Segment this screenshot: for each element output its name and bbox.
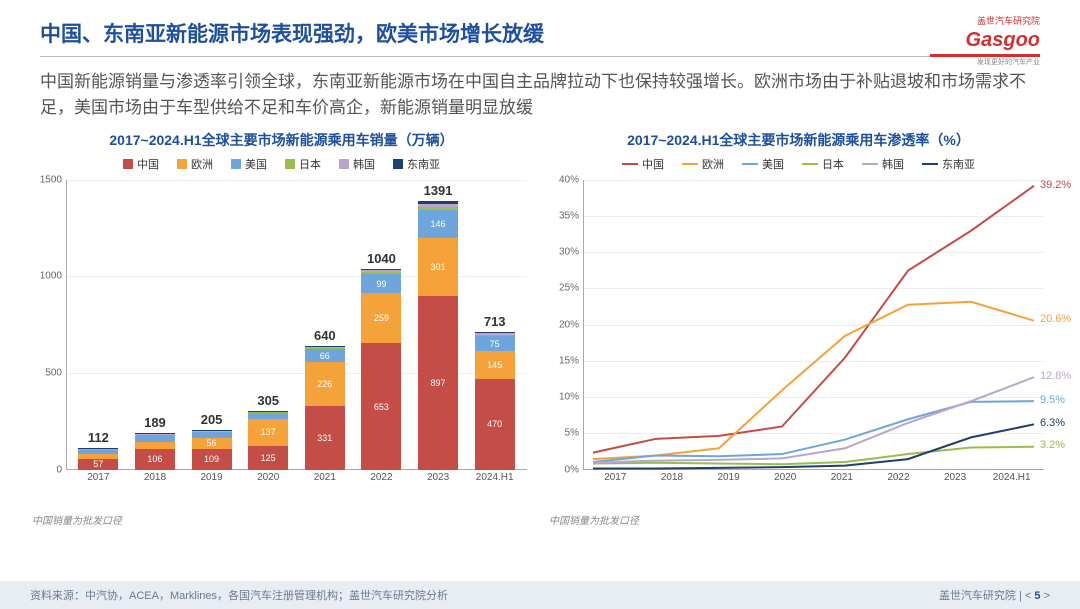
line-cn	[593, 185, 1034, 452]
footer-page: 盖世汽车研究院 | < 5 >	[939, 587, 1050, 603]
header: 盖世汽车研究院 Gasgoo 发现更好的汽车产业 中国、东南亚新能源市场表现强劲…	[0, 0, 1080, 57]
line-chart-title: 2017~2024.H1全球主要市场新能源乘用车渗透率（%）	[545, 130, 1052, 150]
end-label-sea: 6.3%	[1040, 417, 1065, 429]
logo: 盖世汽车研究院 Gasgoo 发现更好的汽车产业	[930, 14, 1040, 67]
legend-item-kr: 韩国	[862, 156, 904, 172]
subtitle: 中国新能源销量与渗透率引领全球，东南亚新能源市场在中国自主品牌拉动下也保持较强增…	[0, 57, 1080, 126]
bar-2019: 10956205	[192, 430, 232, 470]
legend-item-cn: 中国	[123, 156, 159, 172]
logo-cn: 盖世汽车研究院	[977, 14, 1040, 27]
bar-2018: 106189	[135, 433, 175, 470]
legend-item-us: 美国	[231, 156, 267, 172]
end-label-us: 9.5%	[1040, 394, 1065, 406]
bar-chart-legend: 中国 欧洲 美国 日本 韩国 东南亚	[28, 156, 535, 172]
legend-item-jp: 日本	[285, 156, 321, 172]
bar-2017: 57112	[78, 448, 118, 470]
bar-2024.H1: 47014575713	[475, 332, 515, 470]
legend-item-cn: 中国	[622, 156, 664, 172]
legend-item-jp: 日本	[802, 156, 844, 172]
legend-item-eu: 欧洲	[177, 156, 213, 172]
legend-item-kr: 韩国	[339, 156, 375, 172]
logo-text: Gasgoo	[966, 29, 1040, 52]
bar-x-labels: 20172018201920202021202220232024.H1	[66, 472, 527, 483]
legend-item-sea: 东南亚	[393, 156, 440, 172]
line-x-labels: 20172018201920202021202220232024.H1	[583, 472, 1044, 483]
bar-2020: 125137305	[248, 411, 288, 470]
line-kr	[593, 377, 1034, 463]
line-chart: 2017~2024.H1全球主要市场新能源乘用车渗透率（%） 中国 欧洲 美国 日本 韩…	[545, 130, 1052, 527]
line-chart-legend: 中国 欧洲 美国 日本 韩国 东南亚	[545, 156, 1052, 172]
legend-item-us: 美国	[742, 156, 784, 172]
footer: 资料来源：中汽协，ACEA，Marklines，各国汽车注册管理机构；盖世汽车研…	[0, 581, 1080, 609]
footer-source: 资料来源：中汽协，ACEA，Marklines，各国汽车注册管理机构；盖世汽车研…	[30, 587, 448, 603]
charts-row: 2017~2024.H1全球主要市场新能源乘用车销量（万辆） 中国 欧洲 美国 日本 韩…	[0, 126, 1080, 527]
legend-item-sea: 东南亚	[922, 156, 975, 172]
end-label-cn: 39.2%	[1040, 179, 1071, 191]
end-label-eu: 20.6%	[1040, 313, 1071, 325]
end-label-kr: 12.8%	[1040, 370, 1071, 382]
bar-2023: 8973011461391	[418, 201, 458, 470]
bar-chart: 2017~2024.H1全球主要市场新能源乘用车销量（万辆） 中国 欧洲 美国 日本 韩…	[28, 130, 535, 527]
bar-2021: 33122666640	[305, 346, 345, 470]
line-y-axis: 0%5%10%15%20%25%30%35%40%	[545, 180, 579, 470]
bar-chart-plot: 050010001500 571121061891095620512513730…	[66, 180, 527, 510]
bar-chart-title: 2017~2024.H1全球主要市场新能源乘用车销量（万辆）	[28, 130, 535, 150]
bar-2022: 653259991040	[361, 269, 401, 470]
bar-groups: 57112 106189 10956205 125137305 33122666640 6…	[66, 180, 527, 470]
legend-item-eu: 欧洲	[682, 156, 724, 172]
bar-y-axis: 050010001500	[28, 180, 62, 470]
logo-sub: 发现更好的汽车产业	[977, 57, 1040, 67]
page-title: 中国、东南亚新能源市场表现强劲，欧美市场增长放缓	[40, 18, 1040, 57]
line-chart-note: 中国销量为批发口径	[549, 512, 1052, 527]
line-chart-plot: 0%5%10%15%20%25%30%35%40% 39.2%20.6%9.5%…	[583, 180, 1044, 510]
line-eu	[593, 301, 1034, 458]
end-label-jp: 3.2%	[1040, 439, 1065, 451]
bar-chart-note: 中国销量为批发口径	[32, 512, 535, 527]
line-svg	[583, 180, 1044, 470]
